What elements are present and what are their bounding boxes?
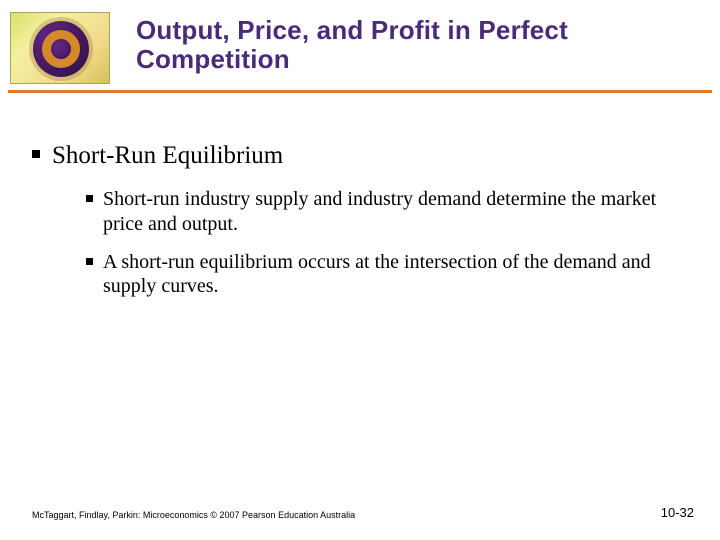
bullet-level2: Short-run industry supply and industry d… <box>86 187 680 236</box>
bullet-level2-text: Short-run industry supply and industry d… <box>103 187 680 236</box>
slide-number: 10-32 <box>661 505 694 520</box>
logo <box>8 10 114 88</box>
title-underline <box>8 90 712 93</box>
footer-copyright: McTaggart, Findlay, Parkin: Microeconomi… <box>32 510 355 520</box>
slide-content: Short-Run Equilibrium Short-run industry… <box>32 140 680 313</box>
bullet-level1: Short-Run Equilibrium <box>32 140 680 171</box>
bullet-level2-text: A short-run equilibrium occurs at the in… <box>103 250 680 299</box>
slide-header: Output, Price, and Profit in Perfect Com… <box>0 0 720 88</box>
square-bullet-icon <box>32 150 40 158</box>
slide-title: Output, Price, and Profit in Perfect Com… <box>114 10 720 74</box>
slide-footer: McTaggart, Findlay, Parkin: Microeconomi… <box>32 505 694 520</box>
logo-ring-icon <box>42 30 80 68</box>
bullet-level1-text: Short-Run Equilibrium <box>52 140 283 171</box>
bullet-level2: A short-run equilibrium occurs at the in… <box>86 250 680 299</box>
square-bullet-icon <box>86 195 93 202</box>
square-bullet-icon <box>86 258 93 265</box>
